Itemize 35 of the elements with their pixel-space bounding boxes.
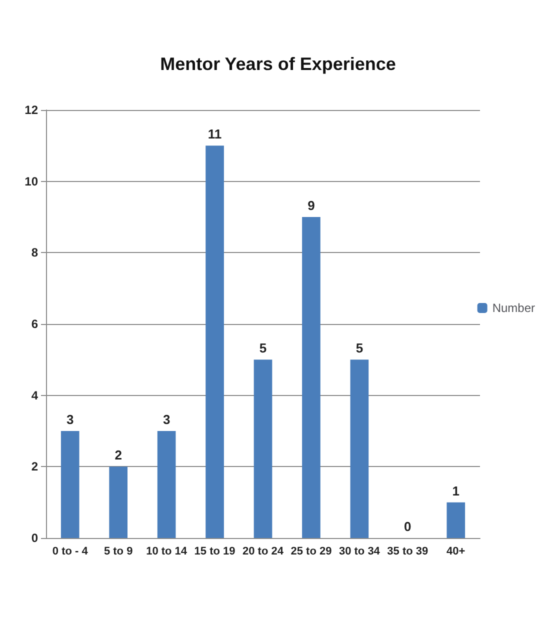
data-label: 2 — [114, 448, 122, 463]
data-label: 11 — [208, 126, 222, 142]
bar — [302, 217, 320, 538]
y-tick-label: 6 — [31, 317, 38, 331]
bar — [109, 466, 128, 538]
bar — [157, 431, 176, 538]
data-label: 3 — [162, 412, 170, 427]
y-tick-label: 12 — [24, 103, 38, 117]
y-tick-label: 2 — [31, 460, 38, 474]
x-tick-label: 35 to 39 — [387, 546, 428, 558]
bar — [446, 502, 466, 538]
data-label: 9 — [308, 198, 315, 213]
bar — [350, 360, 369, 538]
bar — [254, 360, 272, 538]
x-tick-label: 15 to 19 — [194, 546, 236, 558]
chart-title: Mentor Years of Experience — [160, 54, 396, 74]
y-tick-label: 8 — [31, 246, 38, 260]
data-label: 5 — [259, 340, 267, 356]
x-tick-label: 25 to 29 — [290, 546, 332, 558]
data-label: 1 — [452, 483, 460, 498]
y-tick-label: 10 — [24, 174, 38, 188]
x-tick-label: 20 to 24 — [242, 546, 284, 558]
y-tick-label: 0 — [31, 531, 38, 545]
legend-label: Number — [492, 301, 536, 315]
x-tick-label: 30 to 34 — [338, 546, 381, 558]
data-label: 0 — [404, 519, 412, 534]
bar — [206, 146, 224, 538]
x-tick-label: 10 to 14 — [146, 546, 188, 558]
x-tick-label: 40+ — [446, 546, 466, 558]
bar — [60, 431, 80, 538]
data-label: 3 — [66, 412, 74, 427]
x-tick-label: 5 to 9 — [104, 546, 133, 558]
y-tick-label: 4 — [31, 388, 38, 402]
data-label: 5 — [356, 340, 364, 356]
x-tick-label: 0 to - 4 — [52, 546, 89, 558]
